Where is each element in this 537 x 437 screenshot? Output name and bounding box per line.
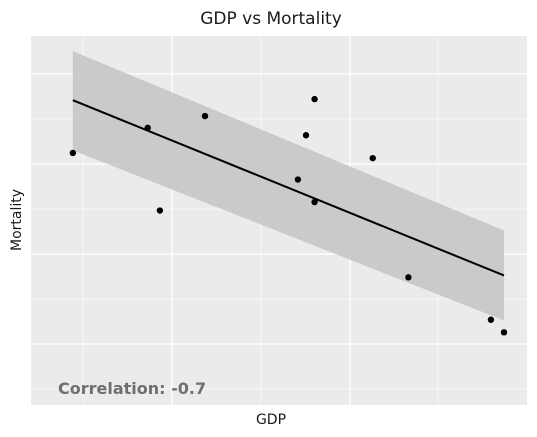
data-point xyxy=(302,132,310,139)
data-point xyxy=(311,95,318,103)
regression-line xyxy=(72,99,505,277)
data-point xyxy=(69,149,77,157)
data-point xyxy=(369,154,376,162)
data-point xyxy=(201,112,209,120)
chart-title: GDP vs Mortality xyxy=(200,9,342,29)
data-point xyxy=(294,176,302,183)
data-point xyxy=(405,274,412,281)
data-points xyxy=(69,95,508,336)
x-axis-label: GDP xyxy=(256,412,286,428)
correlation-annotation: Correlation: -0.7 xyxy=(58,379,206,398)
data-point xyxy=(311,198,318,206)
confidence-band-area xyxy=(72,51,505,321)
confidence-band xyxy=(72,51,505,321)
data-point xyxy=(487,316,495,323)
data-point xyxy=(156,207,164,214)
data-point xyxy=(144,124,151,132)
trend-line xyxy=(72,99,505,277)
data-point xyxy=(500,329,508,336)
y-axis-label: Mortality xyxy=(9,189,25,251)
